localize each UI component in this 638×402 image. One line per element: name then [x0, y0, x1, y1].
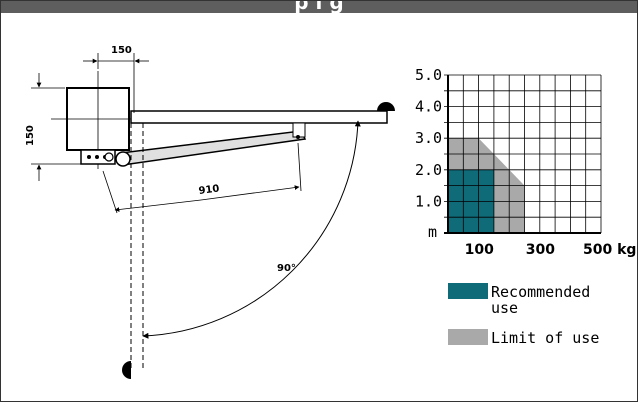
operator-arm [104, 122, 307, 167]
legend-recommended-line1: Recommended [491, 283, 590, 301]
header-title: p i g [294, 0, 344, 14]
dim-offset: 150 [83, 45, 149, 113]
x-tick-label: 500 kg [583, 242, 636, 258]
legend-limit-label: Limit of use [491, 329, 599, 347]
dim-height: 150 [25, 73, 81, 181]
y-tick-label: 2.0 [415, 161, 442, 179]
y-tick-label: 3.0 [415, 129, 442, 147]
y-unit-label: m [428, 223, 437, 241]
load-chart: 5.0 4.0 3.0 2.0 1.0 100 300 500 kg m [415, 66, 636, 258]
y-tick-label: 4.0 [415, 98, 442, 116]
dim-arm-label: 910 [198, 184, 220, 197]
legend-swatch-recommended [448, 283, 488, 299]
legend: Recommended use Limit of use [448, 283, 599, 347]
dim-offset-label: 150 [111, 45, 132, 56]
swing-arc: 90° [142, 120, 361, 339]
y-tick-label: 5.0 [415, 66, 442, 84]
dim-height-label: 150 [25, 125, 36, 146]
gate-leaf [130, 102, 395, 124]
legend-recommended-line2: use [491, 299, 518, 317]
header-bar: p i g [1, 0, 637, 14]
x-tick-label: 300 [526, 242, 555, 258]
angle-label: 90° [277, 263, 296, 274]
x-tick-label: 100 [465, 242, 494, 258]
y-tick-label: 1.0 [415, 192, 442, 210]
legend-swatch-limit [448, 329, 488, 345]
